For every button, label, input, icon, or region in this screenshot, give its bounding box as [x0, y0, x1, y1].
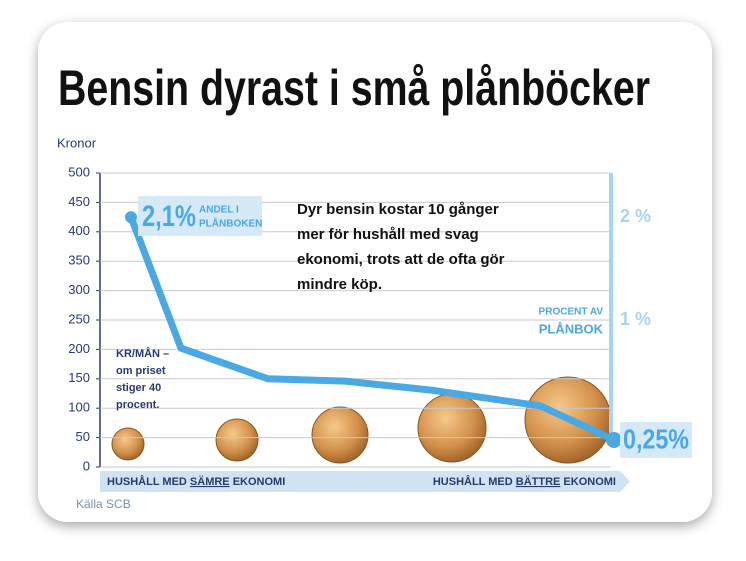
right-axis-label: 1 %: [620, 309, 651, 329]
left-note: stiger 40: [116, 382, 161, 394]
x-axis-band-text: HUSHÅLL MED: [433, 475, 516, 488]
source: Källa SCB: [76, 497, 131, 511]
y-tick-label: 200: [68, 341, 90, 356]
right-axis-title: PLÅNBOK: [539, 321, 604, 336]
y-axis-title: Kronor: [57, 135, 97, 150]
body-text: mer för hushåll med svag: [297, 226, 479, 243]
body-text: mindre köp.: [297, 276, 382, 293]
left-note: om priset: [116, 365, 166, 377]
y-tick-label: 350: [68, 253, 90, 268]
x-axis-band-label: HUSHÅLL MED BÄTTRE EKONOMI: [433, 475, 616, 488]
start-note: ANDEL I: [199, 205, 239, 216]
left-note: KR/MÅN –: [116, 347, 169, 360]
y-tick-label: 500: [68, 164, 90, 179]
x-axis-band-text: EKONOMI: [560, 476, 616, 488]
data-line: [127, 213, 618, 444]
y-tick-label: 0: [83, 458, 90, 473]
body-text: ekonomi, trots att de ofta gör: [297, 251, 505, 268]
end-point: [606, 431, 622, 448]
start-label-box: [138, 196, 262, 236]
end-label-box: [620, 422, 692, 458]
y-tick-label: 150: [68, 370, 90, 385]
x-axis-band-text: HUSHÅLL MED: [107, 475, 190, 488]
x-axis-band: [100, 471, 630, 492]
body-text: Dyr bensin kostar 10 gånger: [297, 201, 499, 218]
x-axis-band-text: SÄMRE: [190, 475, 230, 488]
start-value: 2,1%: [142, 200, 196, 233]
x-axis-band-text: EKONOMI: [230, 476, 286, 488]
x-axis-band-label: HUSHÅLL MED SÄMRE EKONOMI: [107, 475, 285, 488]
left-note: procent.: [116, 399, 159, 411]
y-tick-label: 100: [68, 400, 90, 415]
y-tick-label: 50: [76, 429, 90, 444]
end-value: 0,25%: [623, 423, 689, 454]
y-tick-label: 400: [68, 223, 90, 238]
y-tick-label: 300: [68, 282, 90, 297]
right-axis-title: PROCENT AV: [539, 307, 604, 318]
y-tick-label: 450: [68, 194, 90, 209]
x-axis-band-text: BÄTTRE: [516, 475, 561, 488]
start-note: PLÅNBOKEN: [199, 217, 262, 230]
chart-title: Bensin dyrast i små plånböcker: [58, 60, 650, 116]
right-axis-label: 2 %: [620, 206, 651, 226]
y-tick-label: 250: [68, 311, 90, 326]
start-point: [125, 211, 137, 224]
